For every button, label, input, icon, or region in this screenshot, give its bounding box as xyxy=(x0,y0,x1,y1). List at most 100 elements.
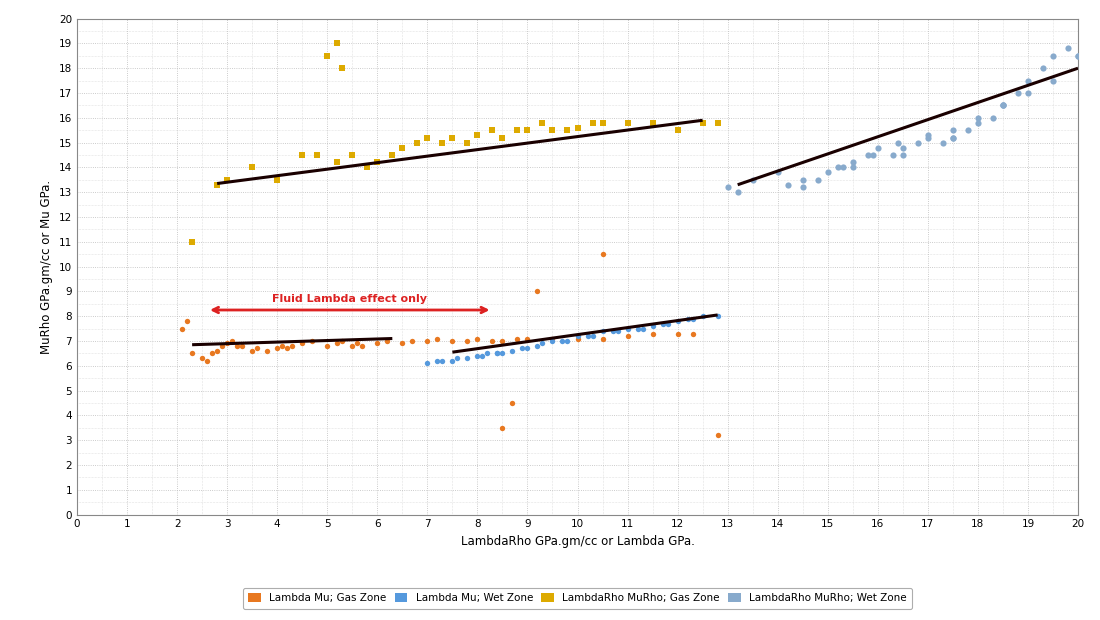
Point xyxy=(304,336,321,346)
Point xyxy=(1044,51,1061,61)
Point xyxy=(329,157,346,167)
X-axis label: LambdaRho GPa.gm/cc or Lambda GPa.: LambdaRho GPa.gm/cc or Lambda GPa. xyxy=(461,535,694,548)
Point xyxy=(494,133,512,143)
Point xyxy=(644,329,661,339)
Point xyxy=(429,334,447,343)
Point xyxy=(294,339,311,348)
Point xyxy=(178,316,196,326)
Point xyxy=(198,356,216,366)
Point xyxy=(243,346,261,356)
Point xyxy=(459,336,476,346)
Point xyxy=(959,125,977,135)
Point xyxy=(529,286,547,296)
Point xyxy=(384,150,402,160)
Point xyxy=(708,430,726,440)
Point xyxy=(378,336,396,346)
Point xyxy=(184,237,201,247)
Point xyxy=(404,336,421,346)
Point xyxy=(569,331,586,341)
Point xyxy=(708,311,726,321)
Point xyxy=(233,341,251,351)
Point xyxy=(594,118,612,128)
Point xyxy=(194,353,211,363)
Point xyxy=(584,331,602,341)
Point xyxy=(1019,88,1036,98)
Point xyxy=(644,321,661,331)
Point xyxy=(488,348,506,358)
Point xyxy=(284,341,301,351)
Point xyxy=(394,339,411,348)
Point xyxy=(204,348,221,358)
Point xyxy=(519,343,537,353)
Point xyxy=(268,343,286,353)
Point xyxy=(543,334,561,343)
Point xyxy=(543,336,561,346)
Point xyxy=(684,329,702,339)
Point xyxy=(418,358,436,368)
Point xyxy=(818,167,837,177)
Point xyxy=(994,100,1012,110)
Point xyxy=(349,339,366,348)
Point xyxy=(484,336,502,346)
Point xyxy=(208,346,226,356)
Point xyxy=(319,341,337,351)
Point xyxy=(969,113,987,123)
Point xyxy=(504,398,521,408)
Point xyxy=(519,125,537,135)
Point xyxy=(1069,51,1087,61)
Point xyxy=(308,150,326,160)
Point xyxy=(869,143,887,153)
Point xyxy=(920,133,937,143)
Point xyxy=(808,175,826,185)
Point xyxy=(368,157,386,167)
Point xyxy=(333,336,351,346)
Point xyxy=(268,175,286,185)
Point xyxy=(794,175,812,185)
Point xyxy=(1059,43,1077,53)
Point xyxy=(684,314,702,324)
Point xyxy=(433,138,451,148)
Point xyxy=(553,336,571,346)
Point xyxy=(459,353,476,363)
Point xyxy=(669,316,686,326)
Point xyxy=(449,353,466,363)
Point xyxy=(174,324,191,334)
Point xyxy=(353,341,371,351)
Point xyxy=(679,314,696,324)
Point xyxy=(504,346,521,356)
Point xyxy=(944,133,961,143)
Point xyxy=(594,334,612,343)
Point xyxy=(429,356,447,366)
Point xyxy=(368,339,386,348)
Point xyxy=(459,138,476,148)
Point xyxy=(294,150,311,160)
Point xyxy=(329,38,346,48)
Point xyxy=(794,182,812,192)
Point xyxy=(243,162,261,172)
Point xyxy=(994,100,1012,110)
Point xyxy=(669,125,686,135)
Point xyxy=(769,167,786,177)
Point xyxy=(184,348,201,358)
Point xyxy=(249,343,266,353)
Point xyxy=(494,348,512,358)
Point xyxy=(944,133,961,143)
Point xyxy=(343,150,361,160)
Point xyxy=(394,143,411,153)
Point xyxy=(779,180,796,190)
Point xyxy=(708,118,726,128)
Point xyxy=(343,150,361,160)
Point xyxy=(618,331,636,341)
Point xyxy=(920,130,937,140)
Point xyxy=(894,150,912,160)
Point xyxy=(534,118,551,128)
Point xyxy=(508,125,526,135)
Point xyxy=(889,138,906,148)
Point xyxy=(729,187,747,197)
Point xyxy=(594,326,612,336)
Point xyxy=(844,162,861,172)
Point xyxy=(329,339,346,348)
Point xyxy=(618,324,636,334)
Point xyxy=(629,324,647,334)
Point xyxy=(519,334,537,343)
